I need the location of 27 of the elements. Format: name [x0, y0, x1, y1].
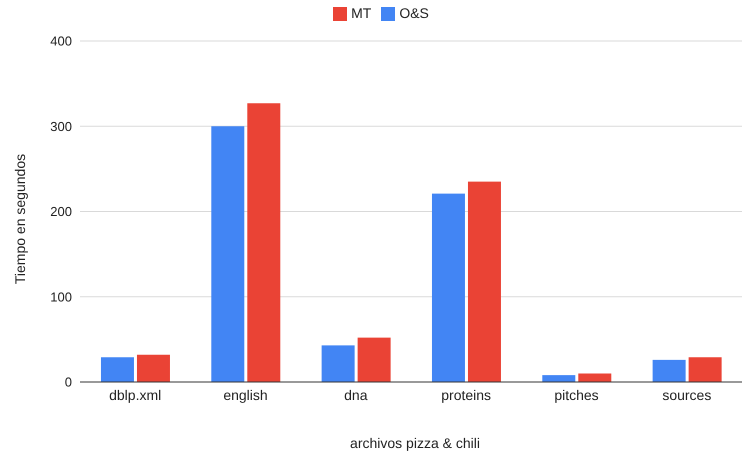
bar [578, 373, 612, 382]
x-axis-title: archivos pizza & chili [350, 435, 480, 451]
x-tick-label: dblp.xml [109, 386, 162, 403]
bar [322, 345, 355, 382]
y-tick-label: 100 [50, 289, 72, 304]
x-tick-label: dna [344, 386, 368, 403]
bar [542, 375, 576, 382]
bar [468, 182, 501, 382]
bar [688, 357, 722, 382]
legend-label: MT [351, 5, 372, 21]
bar [211, 126, 244, 382]
x-tick-label: proteins [441, 386, 492, 403]
x-tick-label: sources [662, 386, 712, 403]
bar [100, 357, 134, 382]
bar [136, 354, 170, 382]
x-tick-label: english [223, 386, 268, 403]
x-tick-label: pitches [554, 386, 599, 403]
y-tick-label: 0 [64, 374, 72, 390]
bar [652, 360, 686, 382]
y-tick-label: 200 [50, 204, 72, 220]
bar [358, 338, 391, 382]
y-axis-title: Tiempo en segundos [12, 154, 28, 284]
bar [432, 194, 465, 382]
legend-label: O&S [399, 5, 429, 21]
y-tick-label: 300 [50, 118, 72, 134]
bar [247, 103, 280, 382]
y-tick-label: 400 [50, 34, 72, 49]
